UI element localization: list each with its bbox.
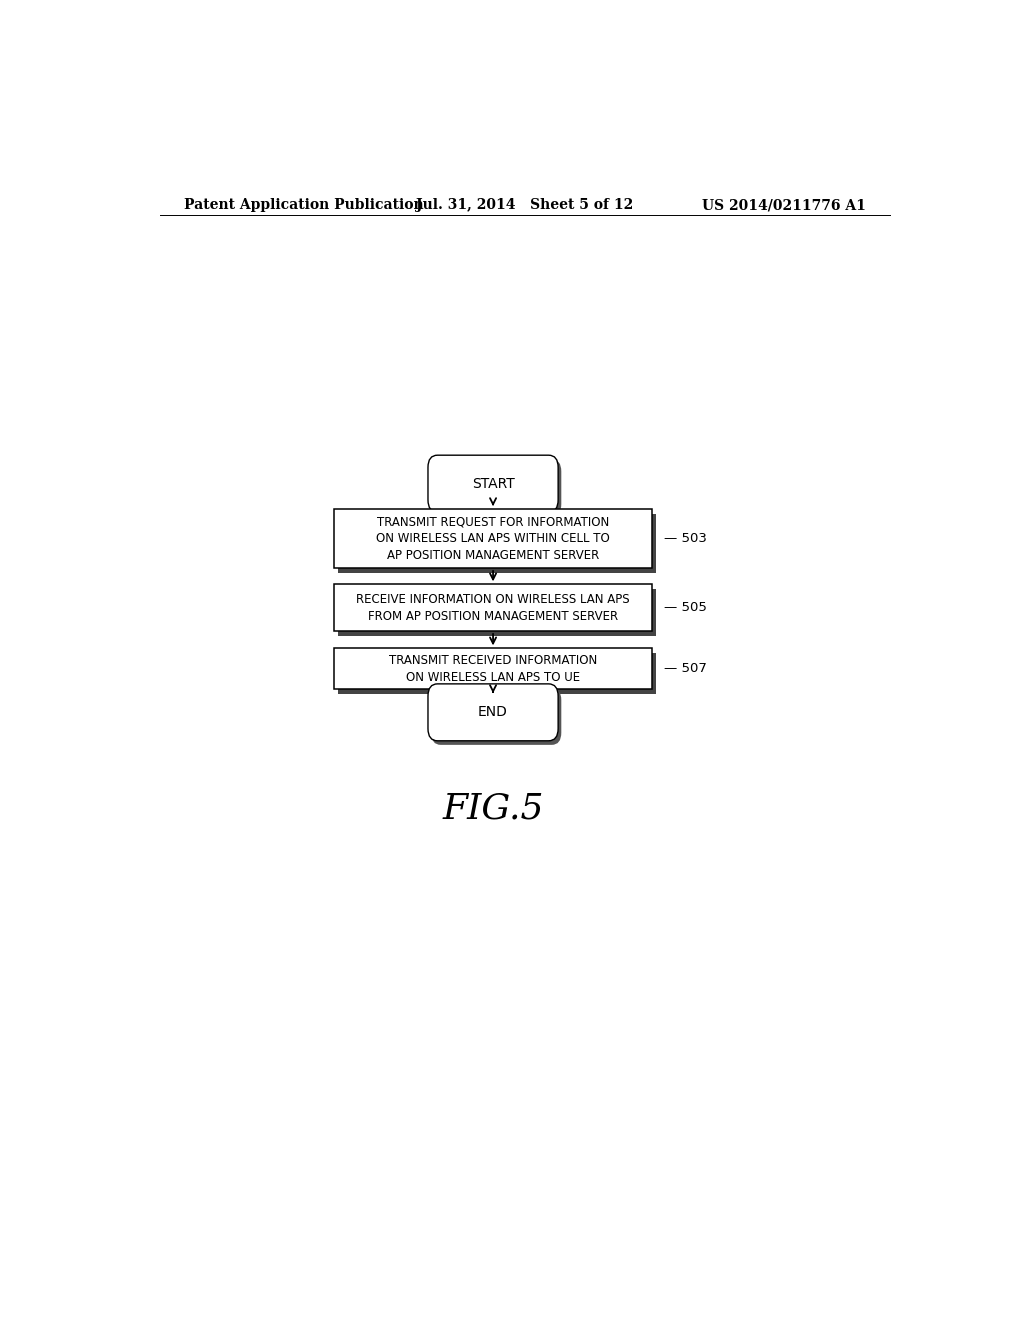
Bar	[338, 589, 655, 636]
Text: Jul. 31, 2014   Sheet 5 of 12: Jul. 31, 2014 Sheet 5 of 12	[416, 198, 634, 213]
FancyBboxPatch shape	[428, 455, 558, 512]
Text: TRANSMIT RECEIVED INFORMATION
ON WIRELESS LAN APS TO UE: TRANSMIT RECEIVED INFORMATION ON WIRELES…	[389, 653, 597, 684]
Bar	[338, 513, 655, 573]
FancyBboxPatch shape	[428, 684, 558, 741]
Text: TRANSMIT REQUEST FOR INFORMATION
ON WIRELESS LAN APS WITHIN CELL TO
AP POSITION : TRANSMIT REQUEST FOR INFORMATION ON WIRE…	[376, 515, 610, 562]
Bar	[334, 585, 652, 631]
Text: START: START	[472, 477, 514, 491]
FancyBboxPatch shape	[431, 459, 561, 516]
Text: RECEIVE INFORMATION ON WIRELESS LAN APS
FROM AP POSITION MANAGEMENT SERVER: RECEIVE INFORMATION ON WIRELESS LAN APS …	[356, 593, 630, 623]
Bar	[334, 648, 652, 689]
Text: US 2014/0211776 A1: US 2014/0211776 A1	[702, 198, 866, 213]
Bar	[334, 510, 652, 568]
FancyBboxPatch shape	[431, 688, 561, 744]
Bar	[338, 653, 655, 694]
Text: — 507: — 507	[664, 663, 707, 675]
Text: Patent Application Publication: Patent Application Publication	[183, 198, 423, 213]
Text: — 503: — 503	[664, 532, 707, 545]
Text: FIG.5: FIG.5	[442, 792, 544, 826]
Text: — 505: — 505	[664, 601, 707, 614]
Text: END: END	[478, 705, 508, 719]
